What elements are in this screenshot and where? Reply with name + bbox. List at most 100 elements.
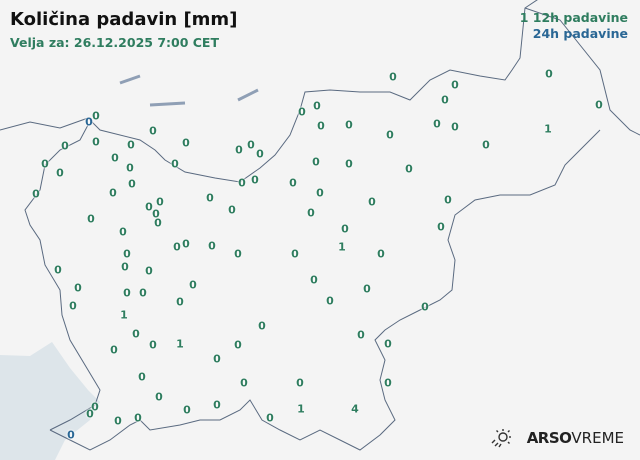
station-value-12h: 0 [149,338,157,352]
map-title: Količina padavin [mm] [10,9,238,30]
station-value-12h: 0 [363,282,371,296]
station-value-12h: 0 [291,247,299,261]
station-value-12h: 0 [235,143,243,157]
station-value-12h: 0 [317,119,325,133]
station-value-12h: 0 [109,186,117,200]
station-value-12h: 0 [139,286,147,300]
station-value-12h: 0 [251,173,259,187]
station-value-12h: 0 [213,398,221,412]
station-value-12h: 0 [145,200,153,214]
sun-rain-icon [491,429,511,448]
station-value-12h: 0 [182,237,190,251]
station-value-12h: 0 [149,124,157,138]
station-value-12h: 0 [296,376,304,390]
legend: 1 12h padavine 24h padavine [520,10,628,42]
station-value-12h: 0 [228,203,236,217]
station-value-12h: 0 [111,151,119,165]
station-value-12h: 0 [307,206,315,220]
station-value-12h: 0 [156,195,164,209]
station-value-12h: 0 [238,176,246,190]
station-value-12h: 0 [128,177,136,191]
station-value-12h: 1 [176,337,184,351]
valid-time: Velja za: 26.12.2025 7:00 CET [10,35,219,50]
station-value-12h: 0 [316,186,324,200]
station-value-12h: 0 [206,191,214,205]
station-value-12h: 0 [256,147,264,161]
station-value-12h: 0 [86,407,94,421]
station-value-12h: 0 [91,400,99,414]
station-value-12h: 0 [127,138,135,152]
station-value-12h: 0 [41,157,49,171]
logo-bold: ARSO [526,429,572,447]
station-value-12h: 0 [152,207,160,221]
station-value-12h: 0 [54,263,62,277]
station-value-12h: 0 [444,193,452,207]
station-value-12h: 4 [351,402,359,416]
station-value-12h: 0 [441,93,449,107]
station-value-12h: 0 [176,295,184,309]
station-value-12h: 0 [345,157,353,171]
station-value-12h: 0 [145,264,153,278]
station-value-12h: 0 [61,139,69,153]
station-value-12h: 0 [92,135,100,149]
logo-light: VREME [571,429,624,447]
station-value-12h: 0 [451,78,459,92]
station-value-12h: 0 [289,176,297,190]
station-value-12h: 1 [297,402,305,416]
station-value-12h: 0 [123,286,131,300]
station-value-12h: 0 [389,70,397,84]
station-value-12h: 0 [32,187,40,201]
station-value-12h: 0 [182,136,190,150]
station-value-12h: 0 [368,195,376,209]
station-value-24h: 0 [85,115,93,129]
station-value-12h: 0 [234,247,242,261]
station-value-12h: 0 [451,120,459,134]
station-value-12h: 0 [126,161,134,175]
station-value-12h: 0 [421,300,429,314]
station-value-12h: 0 [132,327,140,341]
station-value-12h: 0 [171,157,179,171]
station-value-12h: 0 [326,294,334,308]
station-value-12h: 0 [545,67,553,81]
station-value-12h: 0 [234,338,242,352]
station-value-12h: 0 [123,247,131,261]
station-value-12h: 0 [173,240,181,254]
station-value-12h: 0 [310,273,318,287]
sea [0,342,100,460]
station-value-12h: 0 [482,138,490,152]
station-value-12h: 0 [341,222,349,236]
station-value-12h: 0 [312,155,320,169]
legend-sample: 1 [519,10,529,25]
station-value-12h: 0 [110,343,118,357]
station-value-12h: 0 [155,390,163,404]
station-value-12h: 0 [345,118,353,132]
arso-logo[interactable]: ARSOVREME [491,428,624,448]
station-value-12h: 1 [544,122,552,136]
station-value-12h: 0 [247,138,255,152]
station-value-12h: 0 [69,299,77,313]
station-value-12h: 0 [183,403,191,417]
station-value-12h: 0 [189,278,197,292]
station-value-12h: 0 [134,411,142,425]
legend-12h: 1 12h padavine [520,10,628,26]
station-value-12h: 0 [433,117,441,131]
station-value-12h: 0 [87,212,95,226]
station-value-12h: 0 [121,260,129,274]
lakes [119,74,259,107]
station-value-12h: 0 [138,370,146,384]
legend-12h-label: 12h padavine [532,10,628,25]
station-value-12h: 0 [437,220,445,234]
station-value-12h: 0 [119,225,127,239]
station-value-12h: 0 [357,328,365,342]
station-value-12h: 0 [384,376,392,390]
station-value-12h: 0 [386,128,394,142]
legend-24h: 24h padavine [532,26,628,41]
station-value-12h: 0 [258,319,266,333]
station-value-12h: 0 [384,337,392,351]
station-value-12h: 0 [114,414,122,428]
station-value-12h: 0 [92,109,100,123]
station-value-12h: 0 [154,216,162,230]
station-value-12h: 0 [595,98,603,112]
